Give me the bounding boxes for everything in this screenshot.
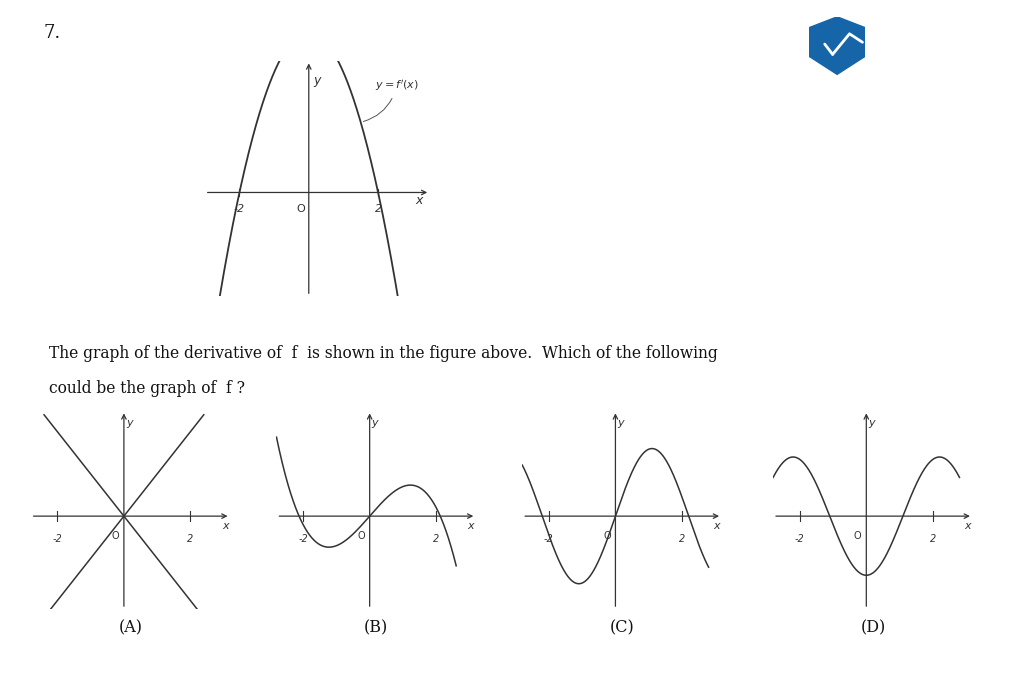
Text: The graph of the derivative of  f  is shown in the figure above.  Which of the f: The graph of the derivative of f is show… xyxy=(49,345,718,361)
Text: -2: -2 xyxy=(52,534,62,544)
Text: -2: -2 xyxy=(544,534,554,544)
Text: x: x xyxy=(468,521,474,531)
Text: 2: 2 xyxy=(433,534,439,544)
Text: (D): (D) xyxy=(860,619,886,636)
Text: $y = f'(x)$: $y = f'(x)$ xyxy=(364,78,419,122)
Text: O: O xyxy=(357,531,365,541)
Text: (A): (A) xyxy=(119,619,142,636)
Text: could be the graph of  f ?: could be the graph of f ? xyxy=(49,380,245,396)
Text: x: x xyxy=(965,521,971,531)
Text: O: O xyxy=(112,531,119,541)
Text: O: O xyxy=(603,531,610,541)
Text: x: x xyxy=(714,521,720,531)
Polygon shape xyxy=(809,17,865,75)
Text: y: y xyxy=(126,418,132,428)
Text: y: y xyxy=(313,74,321,87)
Text: y: y xyxy=(617,418,624,428)
Text: O: O xyxy=(296,204,305,214)
Text: -2: -2 xyxy=(233,204,245,214)
Text: x: x xyxy=(222,521,228,531)
Text: y: y xyxy=(372,418,378,428)
Text: 2: 2 xyxy=(375,204,382,214)
Text: O: O xyxy=(854,531,861,541)
Text: -2: -2 xyxy=(795,534,805,544)
Text: -2: -2 xyxy=(298,534,308,544)
Text: 2: 2 xyxy=(930,534,936,544)
Text: (C): (C) xyxy=(609,619,635,636)
Text: 2: 2 xyxy=(187,534,194,544)
Text: y: y xyxy=(868,418,874,428)
Text: 2: 2 xyxy=(679,534,685,544)
Text: 7.: 7. xyxy=(43,24,60,42)
Text: x: x xyxy=(416,194,423,207)
Text: (B): (B) xyxy=(365,619,388,636)
